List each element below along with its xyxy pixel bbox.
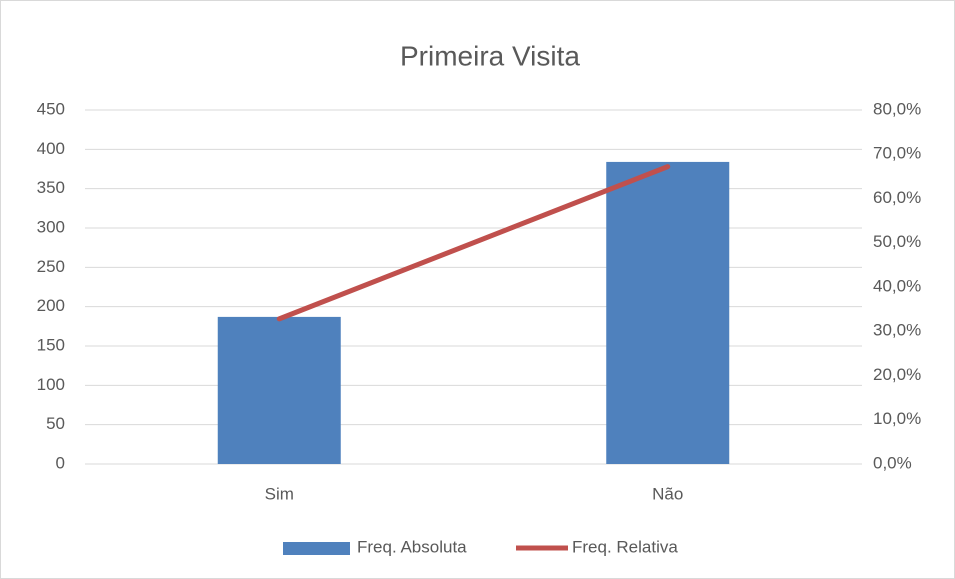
bar — [217, 316, 341, 464]
chart-title: Primeira Visita — [400, 40, 580, 71]
y-tick-label: 50 — [46, 414, 65, 433]
y2-tick-label: 20,0% — [873, 365, 921, 384]
y2-tick-label: 80,0% — [873, 99, 921, 118]
y-tick-label: 350 — [37, 178, 65, 197]
legend-label: Freq. Relativa — [572, 537, 678, 556]
y-tick-label: 450 — [37, 99, 65, 118]
line — [276, 164, 671, 322]
y-tick-label: 150 — [37, 335, 65, 354]
y-tick-label: 250 — [37, 257, 65, 276]
x-tick-label: Sim — [265, 484, 294, 503]
y2-tick-label: 40,0% — [873, 276, 921, 295]
y-tick-label: 100 — [37, 375, 65, 394]
y2-tick-label: 70,0% — [873, 144, 921, 163]
bar — [606, 161, 730, 465]
y-tick-label: 300 — [37, 217, 65, 236]
y2-tick-label: 60,0% — [873, 188, 921, 207]
y-tick-label: 0 — [56, 453, 65, 472]
legend-swatch — [283, 542, 350, 555]
y2-tick-label: 10,0% — [873, 409, 921, 428]
y2-tick-label: 0,0% — [873, 453, 912, 472]
y-tick-label: 400 — [37, 139, 65, 158]
legend-label: Freq. Absoluta — [357, 537, 467, 556]
y2-tick-label: 30,0% — [873, 321, 921, 340]
y2-tick-label: 50,0% — [873, 232, 921, 251]
x-tick-label: Não — [652, 484, 683, 503]
y-tick-label: 200 — [37, 296, 65, 315]
